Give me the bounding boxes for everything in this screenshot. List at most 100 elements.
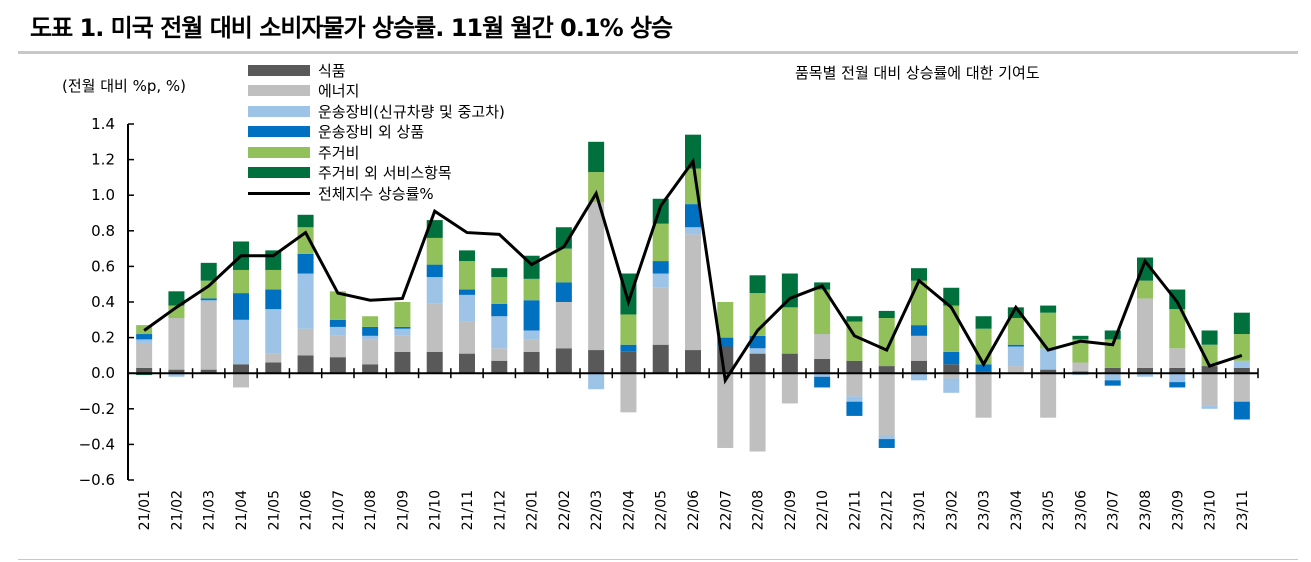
bar-segment — [846, 360, 863, 374]
bar-segment — [685, 134, 701, 169]
x-tick-label: 22/04 — [621, 490, 637, 530]
bar-segment — [911, 373, 927, 381]
x-tick-label: 23/08 — [1138, 490, 1154, 530]
bar-segment — [200, 298, 217, 301]
bar-segment — [685, 227, 701, 235]
bar-segment — [685, 204, 701, 228]
bar-segment — [200, 300, 217, 302]
bar-segment — [394, 302, 411, 327]
bar-segment — [1233, 401, 1250, 420]
x-tick-label: 22/05 — [654, 490, 670, 530]
bar-segment — [491, 360, 508, 374]
bar-segment — [362, 316, 379, 327]
bar-segment — [491, 303, 508, 317]
x-tick-label: 23/06 — [1073, 490, 1089, 530]
bar-segment — [362, 339, 379, 365]
bar-segment — [1040, 312, 1057, 349]
bar-segment — [781, 373, 798, 404]
legend-label: 운송장비(신규차량 및 중고차) — [318, 102, 505, 121]
bar-segment — [265, 269, 282, 290]
bar-segment — [943, 351, 960, 365]
x-tick-label: 21/12 — [492, 490, 508, 530]
bar-segment — [846, 396, 863, 402]
y-tick-label: 0.6 — [91, 257, 115, 275]
bar-segment — [620, 373, 637, 413]
bar-segment — [329, 326, 346, 336]
bar-segment — [491, 277, 508, 304]
bar-segment — [362, 364, 379, 374]
bar-segment — [459, 294, 475, 322]
x-tick-label: 22/03 — [589, 490, 605, 530]
bar-segment — [588, 141, 605, 173]
x-tick-label: 22/12 — [880, 490, 896, 530]
bar-segment — [943, 287, 960, 306]
bar-segment — [1233, 334, 1250, 361]
bar-segment — [1233, 360, 1250, 368]
bar-segment — [1169, 289, 1186, 310]
bar-segment — [459, 353, 475, 374]
legend-item-shelter: 주거비 — [248, 142, 505, 163]
legend-swatch — [248, 85, 310, 97]
bar-segment — [749, 275, 766, 294]
bar-segment — [685, 234, 701, 351]
x-tick-label: 22/01 — [525, 490, 541, 530]
bar-segment — [233, 364, 249, 374]
bar-segment — [943, 364, 960, 374]
bar-segment — [652, 273, 669, 288]
x-tick-label: 22/08 — [751, 490, 767, 530]
bar-segment — [459, 289, 475, 295]
bar-segment — [394, 351, 411, 374]
bar-segment — [620, 314, 637, 345]
chart-annotation: 품목별 전월 대비 상승률에 대한 기여도 — [795, 64, 1040, 82]
bar-segment — [555, 282, 572, 302]
bar-segment — [814, 373, 831, 377]
legend-label: 식품 — [318, 61, 346, 80]
x-tick-label: 22/11 — [847, 490, 863, 530]
x-tick-label: 23/11 — [1235, 490, 1251, 530]
bar-segment — [233, 373, 249, 388]
bar-segment — [1169, 348, 1186, 368]
bar-segment — [265, 353, 282, 363]
bar-segment — [1201, 405, 1218, 409]
bar-segment — [297, 355, 314, 374]
bar-segment — [1072, 362, 1089, 372]
bar-segment — [588, 172, 605, 203]
bar-segment — [329, 319, 346, 327]
legend-swatch-line — [248, 191, 310, 195]
bar-segment — [200, 262, 217, 281]
bar-segment — [555, 227, 572, 249]
bar-segment — [814, 334, 831, 359]
bar-segment — [1137, 298, 1153, 368]
bar-segment — [749, 373, 766, 452]
x-tick-label: 21/08 — [363, 490, 379, 530]
bar-segment — [491, 348, 508, 361]
bar-segment — [168, 373, 185, 377]
bar-segment — [362, 335, 379, 340]
x-tick-label: 23/09 — [1170, 490, 1186, 530]
bar-segment — [1072, 339, 1089, 363]
bar-segment — [1201, 373, 1218, 406]
x-tick-label: 21/02 — [169, 490, 185, 530]
legend-label: 운송장비 외 상품 — [318, 123, 425, 142]
x-tick-label: 23/01 — [912, 490, 928, 530]
bar-segment — [491, 268, 508, 278]
x-tick-label: 23/10 — [1203, 490, 1219, 530]
legend-swatch — [248, 167, 310, 179]
y-tick-label: −0.4 — [79, 435, 115, 453]
bar-segment — [1137, 373, 1153, 377]
bar-segment — [297, 328, 314, 356]
bar-segment — [233, 319, 249, 365]
title-divider — [18, 51, 1298, 54]
legend-item-energy: 에너지 — [248, 81, 505, 102]
bar-segment — [426, 277, 443, 304]
bar-segment — [911, 360, 927, 374]
bar-segment — [846, 373, 863, 397]
bar-segment — [814, 358, 831, 374]
x-tick-label: 23/04 — [1009, 490, 1025, 530]
legend-label: 주거비 외 서비스항목 — [318, 164, 452, 183]
bar-segment — [620, 351, 637, 374]
bar-segment — [329, 291, 346, 320]
bar-segment — [136, 367, 153, 374]
legend-item-food: 식품 — [248, 60, 505, 81]
